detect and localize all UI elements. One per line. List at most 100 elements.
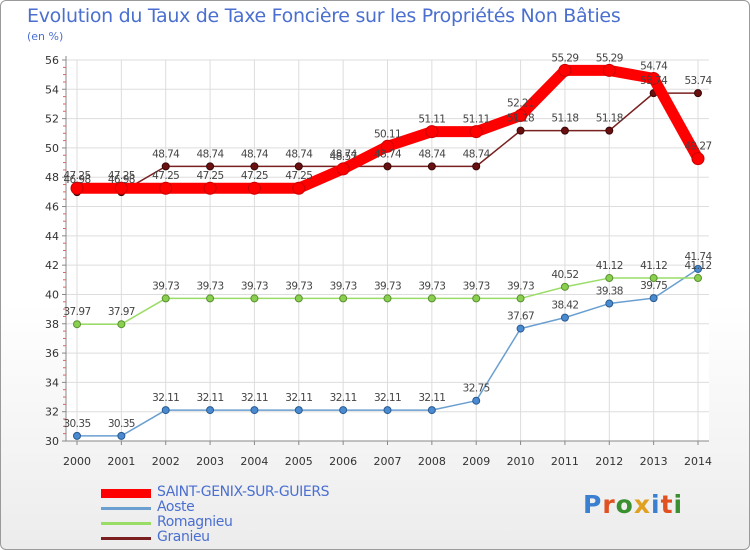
series-1-label-7: 32.11	[374, 392, 401, 404]
series-3-label-10: 51.18	[507, 113, 534, 125]
x-tick-label-5: 2005	[285, 455, 313, 468]
y-tick-label-7: 44	[45, 230, 59, 243]
series-3-point-7	[383, 162, 392, 171]
series-1-point-13	[649, 294, 658, 303]
series-3-point-9	[472, 162, 481, 171]
series-2-label-7: 39.73	[374, 280, 401, 292]
series-0-label-2: 47.25	[152, 170, 179, 182]
series-3-point-5	[294, 162, 303, 171]
series-2-point-7	[383, 294, 392, 303]
series-0-label-10: 52.21	[507, 98, 534, 110]
series-3-label-6: 48.74	[330, 148, 358, 160]
series-2-point-10	[516, 294, 525, 303]
series-0-point-0	[70, 181, 84, 195]
series-0-point-5	[292, 181, 306, 195]
series-0-point-14	[691, 152, 705, 166]
series-3-point-11	[560, 126, 569, 135]
series-1-point-12	[605, 299, 614, 308]
legend-label-1: Aoste	[157, 499, 195, 515]
series-0-label-11: 55.29	[551, 52, 578, 64]
y-tick-label-12: 54	[45, 83, 59, 96]
series-2-point-6	[339, 294, 348, 303]
series-3-label-3: 48.74	[197, 148, 225, 160]
x-tick-label-13: 2013	[640, 455, 668, 468]
series-1-point-3	[206, 406, 215, 415]
series-0-label-14: 49.27	[684, 141, 711, 153]
legend-swatch-2	[101, 522, 151, 525]
legend-label-2: Romagnieu	[157, 514, 233, 530]
y-tick-label-2: 34	[45, 376, 59, 389]
series-3-point-8	[427, 162, 436, 171]
y-tick-label-0: 30	[45, 435, 59, 448]
series-0-point-1	[114, 181, 128, 195]
series-2-label-4: 39.73	[241, 280, 268, 292]
series-3-point-10	[516, 126, 525, 135]
series-0-point-4	[247, 181, 261, 195]
series-0-point-9	[469, 125, 483, 139]
series-2-point-8	[427, 294, 436, 303]
x-tick-label-12: 2012	[595, 455, 623, 468]
series-3-label-7: 48.74	[374, 148, 402, 160]
series-3-point-4	[250, 162, 259, 171]
series-3-label-5: 48.74	[285, 148, 313, 160]
series-1-label-8: 32.11	[418, 392, 445, 404]
series-0-label-5: 47.25	[285, 170, 312, 182]
series-0-point-13	[647, 71, 661, 85]
series-1-label-3: 32.11	[197, 392, 224, 404]
logo-letter: i	[651, 490, 661, 519]
series-2-point-11	[560, 282, 569, 291]
series-0-label-0: 47.25	[63, 170, 90, 182]
series-3-label-12: 51.18	[596, 113, 623, 125]
series-1-label-1: 30.35	[108, 418, 135, 430]
x-tick-label-2: 2002	[152, 455, 180, 468]
y-tick-label-13: 56	[45, 54, 59, 67]
series-2-point-13	[649, 274, 658, 283]
y-tick-label-8: 46	[45, 201, 59, 214]
series-3-label-13: 53.74	[640, 75, 668, 87]
series-0-point-2	[159, 181, 173, 195]
y-tick-label-10: 50	[45, 142, 59, 155]
y-tick-label-3: 36	[45, 347, 59, 360]
series-1-point-8	[427, 406, 436, 415]
logo-letter: i	[673, 490, 684, 519]
series-2-point-0	[73, 320, 81, 329]
series-2-point-14	[694, 274, 702, 283]
series-0-point-10	[514, 109, 528, 123]
logo-letter: P	[583, 490, 603, 519]
series-1-label-9: 32.75	[463, 383, 490, 395]
series-1-label-12: 39.38	[596, 286, 623, 298]
series-2-point-5	[294, 294, 303, 303]
series-0-label-4: 47.25	[241, 170, 268, 182]
series-2-point-12	[605, 274, 614, 283]
series-3-point-12	[605, 126, 614, 135]
series-0-label-3: 47.25	[197, 170, 224, 182]
series-2-label-14: 41.12	[684, 260, 711, 272]
x-tick-label-10: 2010	[507, 455, 535, 468]
series-1-point-10	[516, 324, 525, 333]
series-2-label-11: 40.52	[551, 269, 578, 281]
series-0-point-11	[558, 63, 572, 77]
y-tick-label-5: 40	[45, 288, 59, 301]
series-2-point-1	[117, 320, 126, 329]
series-1-label-14: 41.74	[684, 251, 712, 263]
series-3-point-3	[206, 162, 215, 171]
series-0-point-7	[381, 139, 394, 153]
series-1-point-1	[117, 431, 126, 440]
x-tick-label-11: 2011	[551, 455, 579, 468]
series-0-point-3	[203, 181, 217, 195]
series-1-point-0	[73, 431, 81, 440]
series-2-label-1: 37.97	[108, 306, 135, 318]
series-0-label-13: 54.74	[640, 60, 668, 72]
series-3-label-4: 48.74	[241, 148, 269, 160]
y-tick-label-11: 52	[45, 113, 59, 126]
series-0-point-6	[336, 162, 350, 176]
y-tick-label-9: 48	[45, 171, 59, 184]
series-1-label-0: 30.35	[63, 418, 90, 430]
x-tick-label-0: 2000	[63, 455, 91, 468]
series-0-label-12: 55.29	[596, 52, 623, 64]
series-3-label-8: 48.74	[418, 148, 446, 160]
series-1-label-10: 37.67	[507, 311, 534, 323]
y-unit-label: (en %)	[27, 30, 64, 43]
